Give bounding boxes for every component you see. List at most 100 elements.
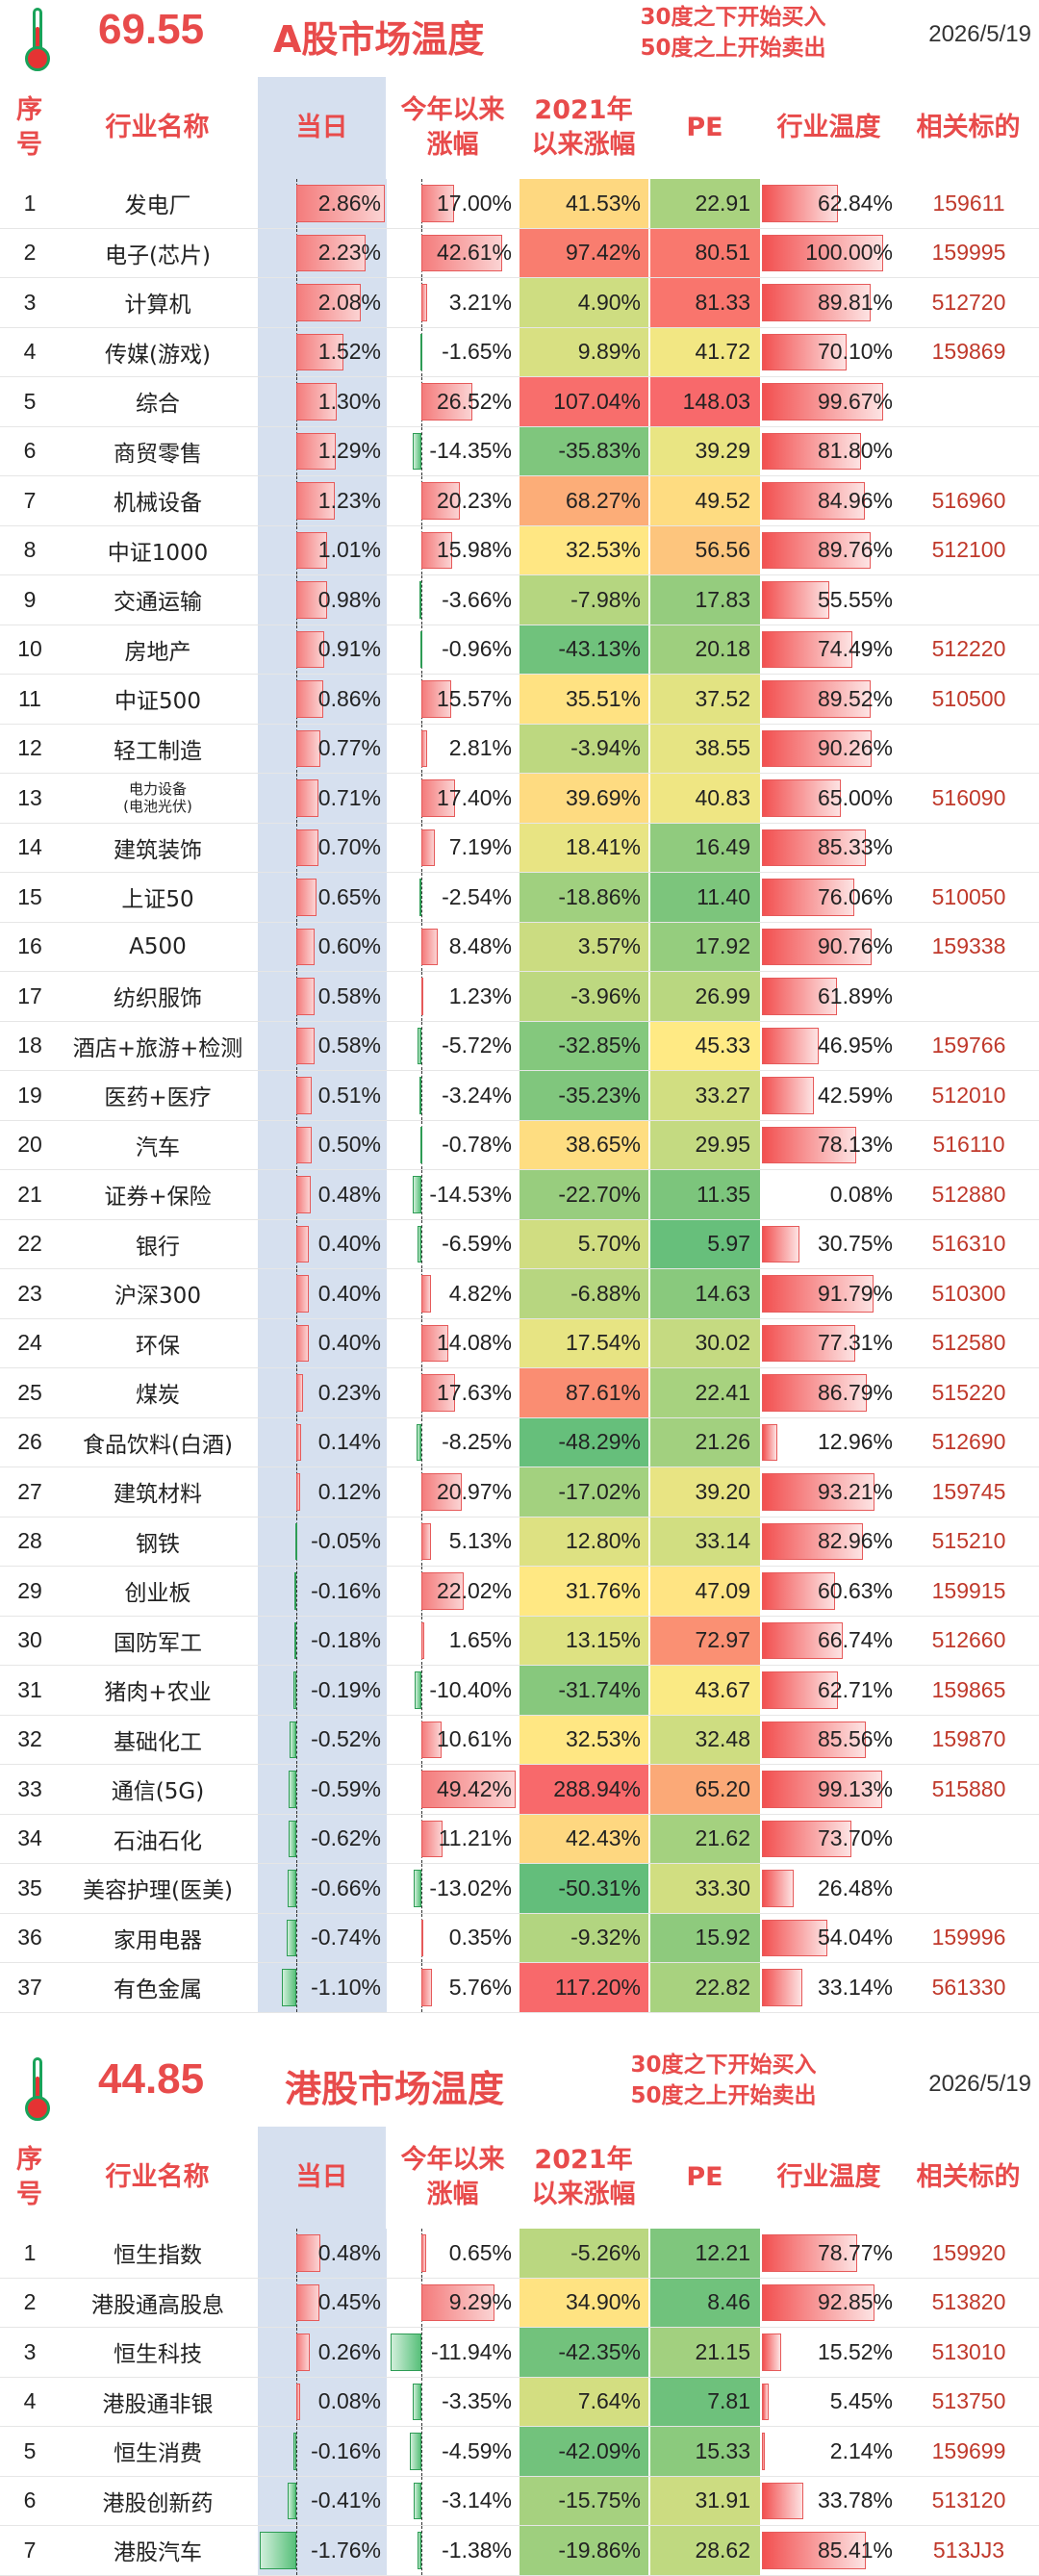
ytd-change: -3.66% [389,575,518,625]
change-value: -0.19% [311,1676,381,1702]
temperature-bar [762,2283,874,2321]
industry-temperature: 89.81% [762,278,897,327]
ytd-change: 14.08% [389,1318,518,1367]
temperature-value: 2.14% [829,2437,893,2463]
row-index: 7 [23,487,37,513]
day-change: -0.16% [258,1567,387,1616]
row-index: 4 [23,339,37,365]
day-change: -0.74% [258,1913,387,1962]
negative-bar [416,1423,421,1461]
day-change: -0.18% [258,1616,387,1665]
since-2021-change: -43.13% [520,625,648,674]
change-value: 0.65% [317,883,381,909]
industry-temperature: 91.79% [762,1269,897,1318]
temperature-value: 61.89% [817,982,893,1008]
since-2021-change: -31.74% [520,1666,648,1715]
row-index: 1 [23,2239,37,2265]
temperature-bar [762,1671,838,1709]
thermometer-icon [25,8,50,71]
zero-axis [296,2476,298,2525]
ytd-change: 26.52% [389,377,518,426]
industry-temperature: 85.33% [762,824,897,873]
row-index: 19 [17,1082,42,1108]
related-code: 512720 [931,289,1006,315]
negative-bar [420,630,423,668]
change-value: 0.50% [317,1132,381,1158]
column-header-pe: PE [650,2127,760,2229]
zero-axis [421,1417,423,1467]
column-header-since: 2021年 以来涨幅 [520,2127,648,2229]
industry-temperature: 93.21% [762,1467,897,1517]
pe-value: 11.40 [650,873,760,922]
ytd-change: -3.14% [389,2476,518,2525]
day-change: 0.58% [258,972,387,1021]
since-2021-change: -48.29% [520,1417,648,1467]
row-index: 18 [17,1033,42,1058]
since-2021-change: 9.89% [520,327,648,376]
industry-name: 发电厂 [124,193,191,219]
related-code [899,972,1039,1021]
positive-bar [296,928,316,965]
positive-bar [296,829,318,866]
since-2021-change: -22.70% [520,1170,648,1219]
industry-name: 中证1000 [107,540,209,566]
change-value: 42.61% [436,240,512,266]
industry-name: 美容护理(医美) [83,1878,233,1904]
related-code: 159996 [931,1925,1006,1951]
industry-temperature: 60.63% [762,1567,897,1616]
change-value: 8.48% [448,933,512,959]
since-2021-change: 39.69% [520,774,648,823]
change-value: -0.96% [442,636,512,662]
zero-axis [421,2526,423,2575]
pe-value: 21.15 [650,2328,760,2377]
change-value: 0.40% [317,1231,381,1257]
temperature-bar [762,482,866,520]
temperature-value: 99.13% [817,1775,893,1801]
negative-bar [288,1870,296,1907]
day-change: -0.19% [258,1666,387,1715]
negative-bar [418,1027,421,1064]
industry-temperature: 2.14% [762,2427,897,2476]
table-row: 30 国防军工 -0.18% 1.65% 13.15% 72.97 66.74% 512660 [0,1616,1039,1666]
related-code: 510050 [931,883,1006,909]
positive-bar [296,779,318,817]
positive-bar [296,680,323,718]
industry-name: 食品饮料(白酒) [83,1432,233,1458]
ytd-change: 49.42% [389,1765,518,1814]
positive-bar [296,2383,301,2420]
temperature-value: 42.59% [817,1082,893,1108]
temperature-bar [762,2482,803,2519]
since-2021-change: 34.90% [520,2278,648,2327]
hk-share-column-header: 序号行业名称 当日 今年以来 涨幅 2021年 以来涨幅 PE 行业温度 相关标的 [0,2127,1039,2229]
negative-bar [293,1621,296,1659]
positive-bar [296,978,315,1015]
ytd-change: -5.72% [389,1021,518,1070]
row-index: 9 [23,586,37,612]
since-2021-change: -5.26% [520,2229,648,2278]
pe-value: 38.55 [650,724,760,773]
ytd-change: 1.23% [389,972,518,1021]
table-row: 12 轻工制造 0.77% 2.81% -3.94% 38.55 90.26% [0,724,1039,774]
ytd-change: 3.21% [389,278,518,327]
since-2021-change: -42.35% [520,2328,648,2377]
temperature-bar [762,779,841,817]
row-index: 20 [17,1132,42,1158]
change-value: 0.48% [317,1181,381,1207]
positive-bar [421,1919,423,1956]
zero-axis [296,1963,298,2012]
ytd-change: 0.65% [389,2229,518,2278]
related-code: 159338 [931,933,1006,959]
related-code: 159869 [931,339,1006,365]
ytd-change: -0.78% [389,1120,518,1169]
pe-value: 37.52 [650,675,760,724]
pe-value: 15.92 [650,1913,760,1962]
ytd-change: -8.25% [389,1417,518,1467]
change-value: 10.61% [436,1726,512,1752]
table-row: 22 银行 0.40% -6.59% 5.70% 5.97 30.75% 516310 [0,1219,1039,1269]
column-header-idx: 序号 [0,77,60,179]
change-value: 20.97% [436,1478,512,1504]
since-2021-change: -3.94% [520,724,648,773]
zero-axis [421,2427,423,2476]
since-2021-change: 12.80% [520,1517,648,1566]
change-value: -4.59% [442,2437,512,2463]
